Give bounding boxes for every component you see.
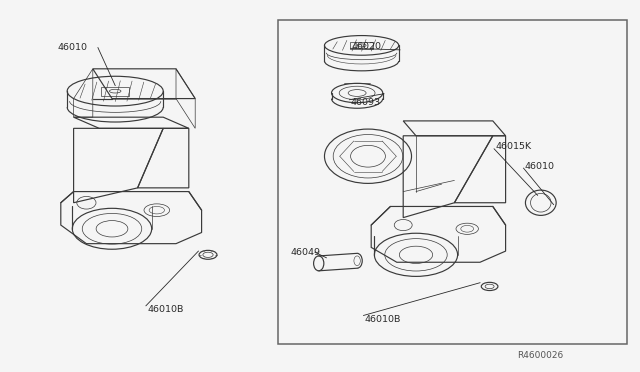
Text: 46093: 46093 <box>351 98 381 107</box>
Bar <box>278 20 627 344</box>
Text: 46020: 46020 <box>352 42 382 51</box>
Text: 46015K: 46015K <box>495 142 531 151</box>
Text: R4600026: R4600026 <box>517 351 563 360</box>
Text: 46010: 46010 <box>525 162 555 171</box>
Text: 46010B: 46010B <box>365 315 401 324</box>
Text: 46010B: 46010B <box>147 305 184 314</box>
Text: 46049: 46049 <box>291 248 321 257</box>
Text: 46010: 46010 <box>58 43 88 52</box>
